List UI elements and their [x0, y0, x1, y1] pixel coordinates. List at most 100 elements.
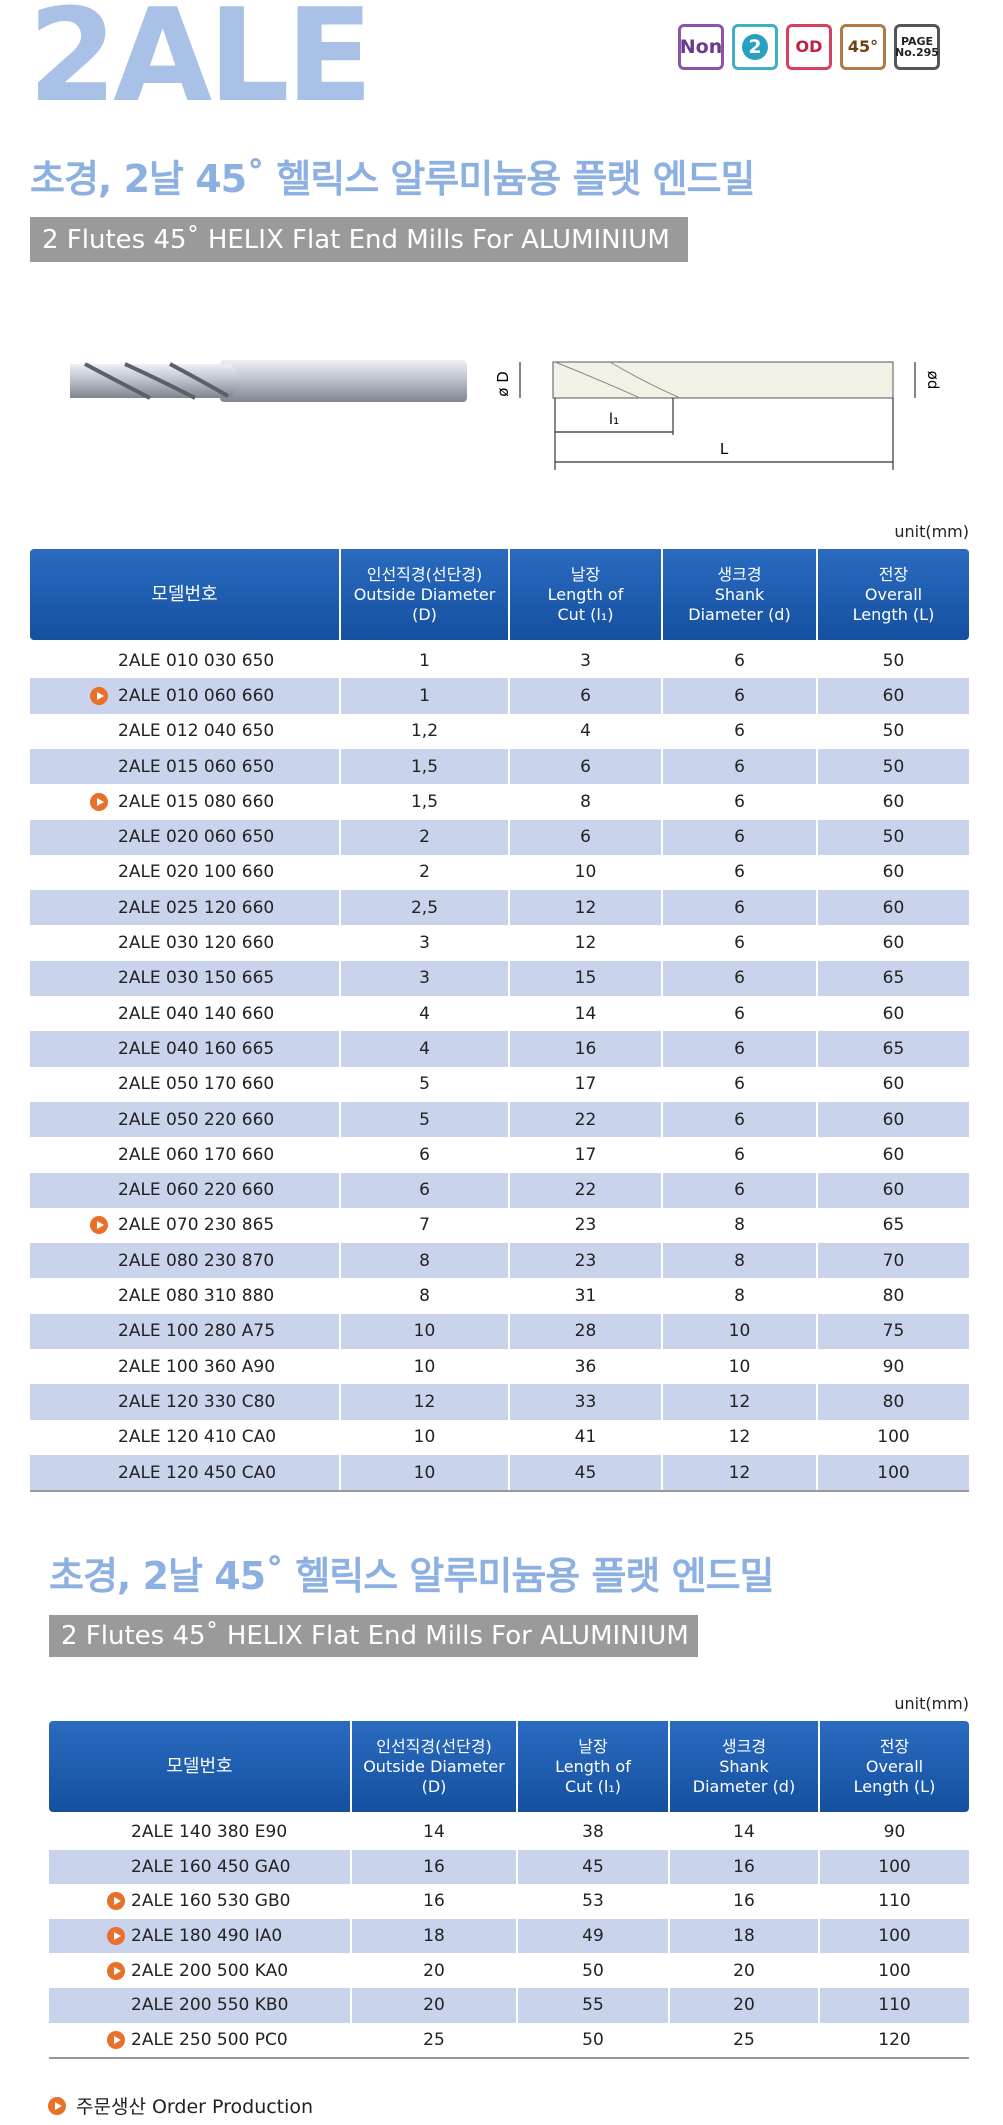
table-cell: 6	[661, 819, 816, 855]
table-cell: 75	[816, 1313, 969, 1349]
cell-text: 6	[734, 1074, 745, 1095]
cell-text: 14	[574, 1003, 597, 1024]
cell-text: 4	[419, 1038, 430, 1059]
table-cell: 6	[661, 643, 816, 679]
cell-text: 2ALE 200 500 KA0	[131, 1960, 289, 1981]
cell-text: 1,5	[410, 791, 439, 812]
table-cell: 100	[816, 1454, 969, 1491]
table-row: 2ALE 200 550 KB0 20 55 20 110	[49, 1988, 969, 2024]
table-cell: 20	[668, 1953, 818, 1988]
table-cell: 6	[508, 748, 661, 785]
cell-text: 6	[419, 1180, 430, 1201]
cell-text: 6	[734, 756, 745, 777]
table-cell: 2ALE 100 280 A75	[30, 1314, 339, 1349]
table-row: 2ALE 025 120 660 2,5 12 6 60	[30, 890, 969, 927]
table-cell: 4	[508, 713, 661, 749]
unit: unit(mm)	[894, 522, 969, 541]
table-cell: 2ALE 025 120 660	[30, 890, 339, 925]
table-cell: 4	[339, 1031, 508, 1067]
table-cell: 25	[668, 2022, 818, 2058]
header-text: 생크경	[717, 564, 762, 584]
table-row: 2ALE 120 330 C80 12 33 12 80	[30, 1384, 969, 1421]
cell-text: 15	[574, 968, 597, 989]
header-cell: 전장 Overall Length (L)	[816, 549, 969, 640]
table-cell: 5	[339, 1066, 508, 1102]
header-cell: 모델번호	[49, 1721, 350, 1812]
table-cell: 2ALE 010 030 650	[30, 643, 339, 678]
table-cell: 12	[508, 925, 661, 961]
table-cell: 6	[661, 854, 816, 891]
cell-text: 38	[582, 1822, 604, 1843]
table-cell: 10	[339, 1313, 508, 1349]
header-cell: 인선직경(선단경) Outside Diameter (D)	[339, 549, 508, 640]
cell-text: 8	[419, 1250, 430, 1271]
table-cell: 50	[816, 643, 969, 679]
table-cell: 80	[816, 1278, 969, 1314]
cell-text: 10	[728, 1356, 751, 1377]
table-cell: 60	[816, 678, 969, 714]
table-cell: 2ALE 100 360 A90	[30, 1349, 339, 1384]
table-header: 모델번호 인선직경(선단경) Outside Diameter (D) 날장 Length…	[30, 549, 969, 640]
cell-text: 2ALE 040 160 665	[118, 1038, 275, 1059]
table-cell: 14	[508, 996, 661, 1032]
table-cell: 22	[508, 1172, 661, 1208]
table-cell: 90	[816, 1349, 969, 1385]
cell-text: 6	[734, 827, 745, 848]
header-text: (D)	[421, 1776, 447, 1796]
table-cell: 100	[818, 1953, 969, 1988]
cell-text: 60	[882, 685, 905, 706]
table-cell: 2ALE 160 530 GB0	[49, 1884, 350, 1919]
cell-text: 1,2	[410, 721, 439, 742]
table-row: 2ALE 160 530 GB0 16 53 16 110	[49, 1884, 969, 1920]
cell-text: 16	[423, 1891, 445, 1912]
cell-text: 100	[878, 1856, 911, 1877]
cell-text: 12	[574, 897, 597, 918]
cell-text: 18	[423, 1926, 445, 1947]
table-cell: 50	[516, 2022, 668, 2058]
header-text: 인선직경(선단경)	[366, 564, 483, 584]
cell-text: 5	[419, 1109, 430, 1130]
table-cell: 8	[339, 1243, 508, 1279]
cell-text: 50	[882, 827, 905, 848]
cell-text: 60	[882, 1180, 905, 1201]
table-cell: 16	[350, 1884, 516, 1919]
table-cell: 2ALE 200 500 KA0	[49, 1953, 350, 1988]
header-cell: 전장 Overall Length (L)	[818, 1721, 969, 1812]
header-text: Length (L)	[853, 1776, 936, 1796]
table-cell: 50	[516, 1953, 668, 1988]
cell-text: 6	[734, 650, 745, 671]
table-row: 2ALE 010 030 650 1 3 6 50	[30, 643, 969, 680]
cell-text: 12	[413, 1391, 436, 1412]
cell-text: 6	[734, 968, 745, 989]
cell-text: 6	[734, 1144, 745, 1165]
table-cell: 10	[508, 854, 661, 891]
subtitle: 초경, 2날 45˚ 헬릭스 알루미늄용 플랫 엔드밀	[30, 157, 755, 201]
header-text: Diameter (d)	[692, 1776, 796, 1796]
table-cell: 28	[508, 1313, 661, 1349]
cell-text: 2,5	[410, 897, 439, 918]
cell-text: 16	[733, 1891, 755, 1912]
table-cell: 7	[339, 1207, 508, 1244]
table-cell: 6	[661, 925, 816, 961]
table-cell: 45	[508, 1454, 661, 1491]
cell-text: 2ALE 015 080 660	[118, 791, 275, 812]
table-cell: 12	[661, 1419, 816, 1455]
table-cell: 100	[816, 1419, 969, 1455]
table-cell: 2ALE 060 170 660	[30, 1137, 339, 1172]
cell-text: 60	[882, 791, 905, 812]
table-cell: 1	[339, 678, 508, 714]
table-cell: 15	[508, 960, 661, 996]
table-cell: 2ALE 030 120 660	[30, 925, 339, 960]
cell-text: 80	[882, 1391, 905, 1412]
badge: PAGE No.295	[894, 24, 940, 70]
header-text: Outside Diameter	[363, 1756, 505, 1776]
cell-text: 20	[733, 1960, 755, 1981]
order-icon	[107, 1927, 125, 1946]
dim-label: ød	[924, 371, 942, 390]
cell-text: 10	[413, 1427, 436, 1448]
cell-text: 2ALE 060 220 660	[118, 1180, 275, 1201]
cell-text: 100	[878, 1926, 911, 1947]
cell-text: 1	[419, 650, 430, 671]
cell-text: 10	[728, 1321, 751, 1342]
table-cell: 22	[508, 1101, 661, 1138]
